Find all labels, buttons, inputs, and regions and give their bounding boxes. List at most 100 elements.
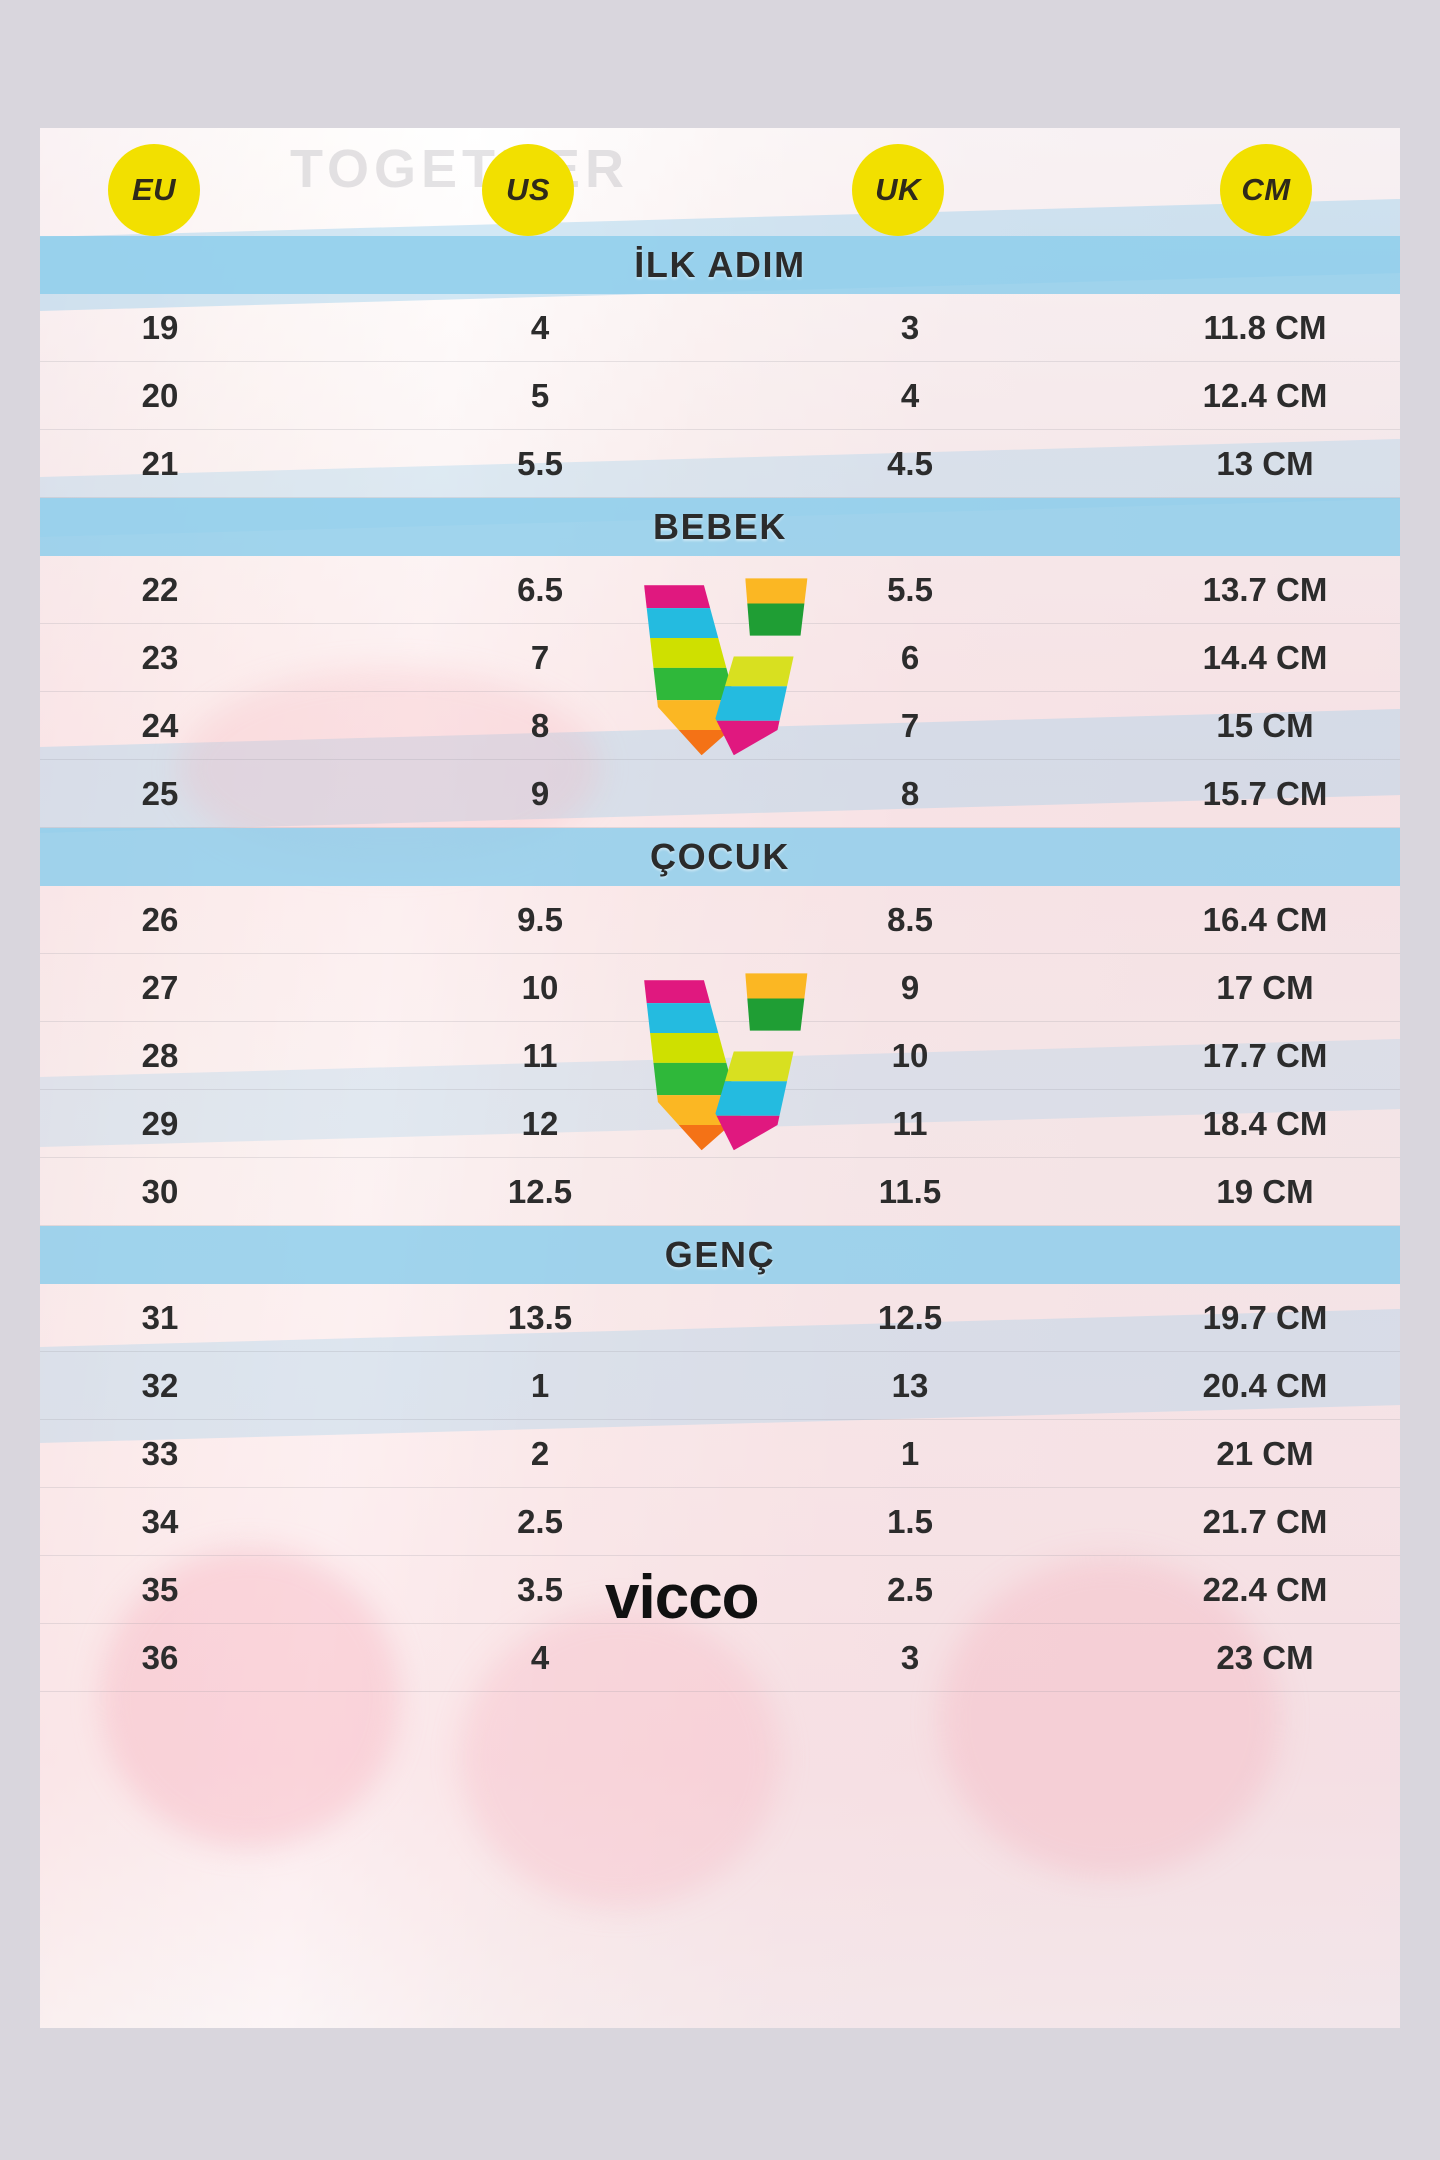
cell-cm: 19 CM (1216, 1173, 1314, 1210)
cell-uk: 1.5 (887, 1503, 933, 1540)
unit-badge-row: EU US UK CM (40, 128, 1400, 236)
cell-us: 3.5 (517, 1571, 563, 1608)
table-row: 27 10 9 17 CM (40, 954, 1400, 1022)
cell-us: 10 (521, 969, 559, 1006)
cell-uk: 6 (900, 639, 920, 676)
cell-eu: 27 (141, 969, 179, 1006)
table-row: 20 5 4 12.4 CM (40, 362, 1400, 430)
table-row: 19 4 3 11.8 CM (40, 294, 1400, 362)
cell-cm: 18.4 CM (1202, 1105, 1328, 1142)
cell-us: 2.5 (517, 1503, 563, 1540)
cell-us: 8 (530, 707, 550, 744)
cell-cm: 12.4 CM (1202, 377, 1328, 414)
table-row: 23 7 6 14.4 CM (40, 624, 1400, 692)
vicco-rainbow-v-logo (605, 941, 835, 1171)
cell-cm: 11.8 CM (1203, 309, 1327, 346)
cell-us: 4 (530, 1639, 550, 1676)
cell-uk: 7 (900, 707, 920, 744)
cell-us: 4 (530, 309, 550, 346)
cell-uk: 11 (892, 1105, 928, 1142)
cell-cm: 15.7 CM (1202, 775, 1328, 812)
cell-cm: 21.7 CM (1202, 1503, 1328, 1540)
cell-uk: 5.5 (887, 571, 933, 608)
table-row: 24 8 7 15 CM (40, 692, 1400, 760)
cell-us: 1 (530, 1367, 550, 1404)
backdrop-blob (940, 1558, 1280, 1878)
cell-eu: 21 (141, 445, 179, 482)
cell-eu: 24 (141, 707, 179, 744)
cell-uk: 10 (891, 1037, 929, 1074)
table-row: 36 4 3 23 CM (40, 1624, 1400, 1692)
cell-uk: 11.5 (878, 1173, 942, 1210)
cell-uk: 4.5 (887, 445, 933, 482)
backdrop-blob (460, 1608, 780, 1908)
cell-us: 5.5 (517, 445, 563, 482)
cell-uk: 4 (900, 377, 920, 414)
cell-us: 9 (530, 775, 550, 812)
cell-uk: 2.5 (887, 1571, 933, 1608)
cell-eu: 33 (141, 1435, 179, 1472)
section-header-band: İLK ADIM (40, 236, 1400, 294)
cell-eu: 26 (141, 901, 179, 938)
table-row: 31 13.5 12.5 19.7 CM (40, 1284, 1400, 1352)
cell-eu: 25 (141, 775, 179, 812)
table-row: 25 9 8 15.7 CM (40, 760, 1400, 828)
cell-us: 9.5 (517, 901, 563, 938)
cell-uk: 13 (891, 1367, 929, 1404)
cell-cm: 16.4 CM (1202, 901, 1328, 938)
section-header-band: ÇOCUK (40, 828, 1400, 886)
table-row: 33 2 1 21 CM (40, 1420, 1400, 1488)
unit-badge-eu: EU (108, 144, 200, 236)
cell-us: 6.5 (517, 571, 563, 608)
cell-us: 11 (522, 1037, 558, 1074)
cell-eu: 29 (141, 1105, 179, 1142)
section-header-label: BEBEK (652, 506, 788, 547)
cell-eu: 31 (141, 1299, 179, 1336)
cell-eu: 35 (141, 1571, 179, 1608)
cell-eu: 36 (141, 1639, 179, 1676)
cell-eu: 23 (141, 639, 179, 676)
section-header-label: ÇOCUK (650, 836, 790, 877)
cell-uk: 3 (900, 1639, 920, 1676)
table-row: 29 12 11 18.4 CM (40, 1090, 1400, 1158)
cell-eu: 34 (141, 1503, 179, 1540)
cell-us: 7 (530, 639, 550, 676)
cell-uk: 3 (900, 309, 920, 346)
unit-badge-uk: UK (852, 144, 944, 236)
cell-us: 12 (521, 1105, 559, 1142)
cell-us: 12.5 (507, 1173, 573, 1210)
cell-eu: 20 (141, 377, 179, 414)
cell-eu: 32 (141, 1367, 179, 1404)
cell-cm: 23 CM (1216, 1639, 1314, 1676)
cell-uk: 8 (900, 775, 920, 812)
cell-cm: 19.7 CM (1202, 1299, 1328, 1336)
cell-cm: 22.4 CM (1202, 1571, 1328, 1608)
cell-uk: 1 (900, 1435, 920, 1472)
table-row: 35 3.5 2.5 22.4 CM (40, 1556, 1400, 1624)
cell-cm: 20.4 CM (1202, 1367, 1328, 1404)
cell-eu: 30 (141, 1173, 179, 1210)
table-row: 22 6.5 5.5 13.7 CM (40, 556, 1400, 624)
cell-us: 13.5 (507, 1299, 573, 1336)
table-row: 32 1 13 20.4 CM (40, 1352, 1400, 1420)
section-header-band: GENÇ (40, 1226, 1400, 1284)
cell-cm: 17 CM (1216, 969, 1314, 1006)
cell-eu: 28 (141, 1037, 179, 1074)
cell-eu: 19 (141, 309, 179, 346)
cell-uk: 12.5 (877, 1299, 943, 1336)
cell-cm: 17.7 CM (1202, 1037, 1328, 1074)
cell-uk: 9 (900, 969, 920, 1006)
section-header-band: BEBEK (40, 498, 1400, 556)
cell-eu: 22 (141, 571, 179, 608)
cell-cm: 15 CM (1216, 707, 1314, 744)
table-row: 30 12.5 11.5 19 CM (40, 1158, 1400, 1226)
table-row: 21 5.5 4.5 13 CM (40, 430, 1400, 498)
vicco-wordmark: vicco (605, 1563, 760, 1632)
cell-cm: 13 CM (1216, 445, 1314, 482)
backdrop-blob (100, 1548, 400, 1848)
section-header-label: İLK ADIM (634, 244, 806, 285)
cell-cm: 13.7 CM (1202, 571, 1328, 608)
section-header-label: GENÇ (664, 1234, 776, 1275)
size-chart-sheet: EU US UK CM İLK ADIM 19 4 3 11.8 CM 20 5 4 12.4 … (40, 128, 1400, 2028)
